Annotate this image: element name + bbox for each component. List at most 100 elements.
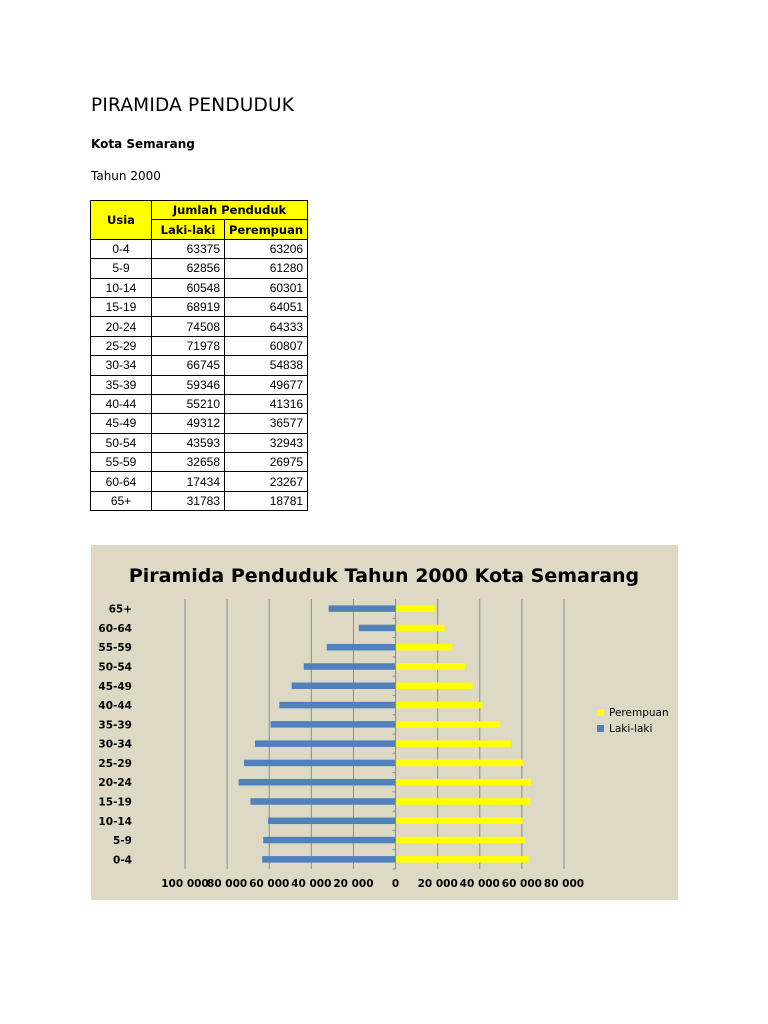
bar-perempuan (395, 798, 531, 805)
table-row: 10-14 60548 60301 (90, 277, 309, 298)
age-cell: 35-39 (90, 374, 152, 395)
table-row: 55-59 32658 26975 (90, 452, 309, 473)
female-cell: 64333 (223, 316, 309, 337)
bar-perempuan (395, 663, 465, 670)
age-cell: 5-9 (90, 258, 152, 279)
legend-label: Perempuan (609, 707, 669, 719)
female-cell: 23267 (223, 471, 309, 492)
bar-perempuan (395, 856, 529, 863)
bar-perempuan (395, 759, 524, 767)
age-cell: 40-44 (90, 393, 152, 415)
male-cell: 74508 (151, 316, 225, 337)
female-cell: 26975 (223, 452, 309, 473)
age-cell: 60-64 (90, 471, 152, 492)
x-tick-label: 20 000 (418, 878, 458, 890)
y-tick-label: 60-64 (98, 623, 132, 635)
bar-perempuan (395, 624, 445, 632)
table-row: 30-34 66745 54838 (90, 355, 309, 376)
y-tick-label: 20-24 (98, 777, 132, 789)
x-tick-label: 80 000 (544, 878, 584, 890)
table-body: 0-4 63375 63206 5-9 62856 61280 10-14 60548 6030… (90, 238, 309, 512)
male-cell: 60548 (151, 277, 225, 298)
bar-laki-laki (279, 701, 396, 709)
header-age: Usia (90, 200, 152, 240)
legend-swatch (597, 709, 604, 716)
legend-label: Laki-laki (609, 723, 652, 735)
age-cell: 10-14 (90, 277, 152, 298)
table-row: 65+ 31783 18781 (90, 490, 309, 512)
bar-perempuan (395, 817, 523, 825)
bar-perempuan (395, 605, 436, 612)
male-cell: 43593 (151, 432, 225, 454)
bar-perempuan (395, 682, 473, 690)
female-cell: 54838 (223, 355, 309, 376)
chart-title: Piramida Penduduk Tahun 2000 Kota Semara… (129, 565, 639, 587)
age-cell: 55-59 (90, 452, 152, 473)
female-cell: 36577 (223, 413, 309, 434)
x-tick-label: 100 000 (161, 878, 209, 890)
female-cell: 63206 (223, 238, 309, 260)
x-tick-label: 60 000 (249, 878, 289, 890)
male-cell: 49312 (151, 413, 225, 434)
population-table: Usia Jumlah Penduduk Laki-laki Perempuan… (90, 199, 309, 512)
table-row: 40-44 55210 41316 (90, 393, 309, 415)
male-cell: 68919 (151, 296, 225, 318)
male-cell: 71978 (151, 335, 225, 357)
y-tick-label: 40-44 (98, 700, 132, 712)
page-title: PIRAMIDA PENDUDUK (91, 95, 295, 116)
bar-laki-laki (250, 798, 396, 805)
bar-perempuan (395, 740, 512, 747)
legend-swatch (597, 725, 604, 732)
year-label: Tahun 2000 (91, 169, 161, 183)
city-label: Kota Semarang (91, 137, 195, 151)
y-tick-label: 5-9 (113, 835, 132, 847)
header-female: Perempuan (223, 219, 309, 240)
header-male: Laki-laki (151, 219, 225, 240)
x-tick-label: 40 000 (291, 878, 331, 890)
bar-laki-laki (238, 778, 396, 786)
y-tick-label: 65+ (109, 604, 132, 616)
female-cell: 41316 (223, 393, 309, 415)
x-tick-label: 60 000 (502, 878, 542, 890)
age-cell: 0-4 (90, 238, 152, 260)
female-cell: 32943 (223, 432, 309, 454)
table-row: 0-4 63375 63206 (90, 238, 309, 260)
bar-laki-laki (262, 856, 396, 863)
bar-perempuan (395, 721, 501, 728)
y-tick-label: 30-34 (98, 739, 132, 751)
female-cell: 18781 (223, 490, 309, 512)
table-row: 15-19 68919 64051 (90, 296, 309, 318)
y-tick-label: 50-54 (98, 662, 132, 674)
male-cell: 62856 (151, 258, 225, 279)
table-row: 35-39 59346 49677 (90, 374, 309, 395)
age-cell: 25-29 (90, 335, 152, 357)
table-row: 50-54 43593 32943 (90, 432, 309, 454)
bar-laki-laki (303, 663, 396, 670)
bar-perempuan (395, 836, 525, 844)
y-tick-label: 55-59 (98, 642, 132, 654)
bar-laki-laki (291, 682, 396, 690)
bar-laki-laki (268, 817, 396, 825)
y-tick-label: 25-29 (98, 758, 132, 770)
female-cell: 49677 (223, 374, 309, 395)
bar-laki-laki (263, 836, 396, 844)
male-cell: 66745 (151, 355, 225, 376)
bar-perempuan (395, 701, 483, 709)
bar-laki-laki (270, 721, 396, 728)
bar-perempuan (395, 643, 453, 651)
header-group: Jumlah Penduduk (150, 199, 309, 221)
male-cell: 17434 (151, 471, 225, 492)
bar-laki-laki (358, 624, 396, 632)
age-cell: 20-24 (90, 316, 152, 337)
female-cell: 60301 (223, 277, 309, 298)
chart-area: Piramida Penduduk Tahun 2000 Kota Semara… (91, 545, 678, 900)
bar-laki-laki (328, 605, 396, 612)
male-cell: 55210 (151, 393, 225, 415)
bar-laki-laki (244, 759, 396, 767)
y-tick-label: 15-19 (98, 797, 132, 809)
male-cell: 59346 (151, 374, 225, 395)
age-cell: 15-19 (90, 296, 152, 318)
y-tick-label: 10-14 (98, 816, 132, 828)
table-row: 25-29 71978 60807 (90, 335, 309, 357)
female-cell: 61280 (223, 258, 309, 279)
